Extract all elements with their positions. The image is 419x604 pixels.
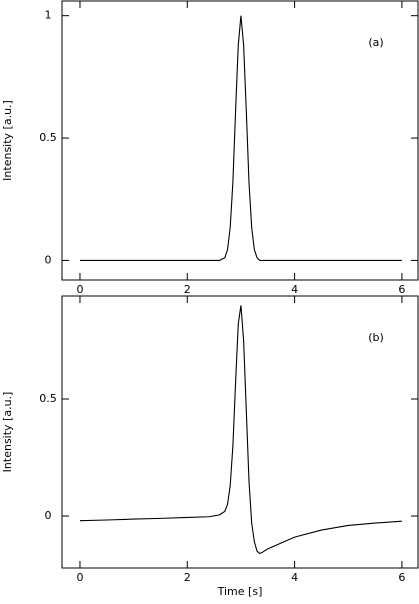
x-tick-label: 4 xyxy=(291,283,298,296)
plot-frame xyxy=(61,295,419,569)
x-tick-label: 4 xyxy=(291,571,298,584)
y-tick-label: 1 xyxy=(45,9,52,22)
y-tick-label: 0.5 xyxy=(39,131,57,144)
y-tick-label: 0 xyxy=(45,253,52,266)
x-tick-label: 2 xyxy=(184,283,191,296)
plot-frame xyxy=(61,0,419,281)
y-tick-label: 0 xyxy=(45,509,52,522)
x-tick-label: 6 xyxy=(398,571,405,584)
x-tick-label: 0 xyxy=(76,571,83,584)
y-axis-label: Intensity [a.u.] xyxy=(1,100,14,181)
x-tick-label: 2 xyxy=(184,571,191,584)
data-line xyxy=(79,15,402,261)
data-line xyxy=(79,305,402,555)
x-tick-label: 6 xyxy=(398,283,405,296)
x-axis-label: Time [s] xyxy=(217,585,263,598)
annotation: (a) xyxy=(368,36,383,49)
x-tick-label: 0 xyxy=(76,283,83,296)
y-tick-label: 0.5 xyxy=(39,392,57,405)
y-axis-label: Intensity [a.u.] xyxy=(1,392,14,473)
annotation: (b) xyxy=(368,331,384,344)
